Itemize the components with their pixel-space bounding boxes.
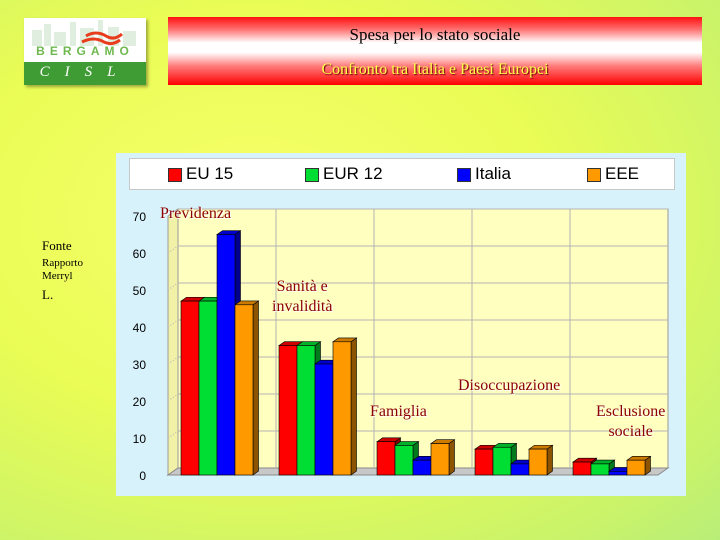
bar — [180, 300, 200, 476]
city-skyline-icon — [32, 20, 136, 46]
legend-swatch — [168, 168, 182, 182]
legend-swatch — [305, 168, 319, 182]
bar-side — [448, 439, 455, 476]
category-label-famiglia: Famiglia — [370, 403, 427, 420]
cisl-logo: BERGAMO CISL — [24, 18, 146, 85]
category-label-sanita: Sanità e invalidità — [272, 278, 333, 315]
bar — [590, 463, 610, 476]
logo-wordmark-cisl: CISL — [39, 64, 131, 80]
y-gridline-side — [167, 208, 179, 217]
bar — [216, 234, 236, 476]
y-gridline-side — [167, 319, 179, 328]
legend-label: EUR 12 — [323, 164, 383, 183]
bar — [314, 363, 334, 476]
bar — [474, 448, 494, 476]
chart-panel: 0 10 20 30 40 50 60 70 EU 15 EUR 12 Italia EEE — [116, 153, 686, 496]
category-label-disoccupazione: Disoccupazione — [458, 377, 561, 394]
y-tick-label: 10 — [133, 432, 147, 446]
bar-side — [546, 444, 553, 476]
bar — [510, 463, 530, 476]
y-tick-label: 20 — [133, 395, 147, 409]
bar-side — [252, 300, 259, 476]
bar — [626, 459, 646, 476]
source-name: Rapporto Merryl — [42, 257, 83, 282]
bar — [572, 461, 592, 476]
legend-label: Italia — [475, 164, 511, 183]
y-tick-label: 60 — [133, 247, 147, 261]
legend-label: EU 15 — [186, 164, 234, 183]
category-label-previdenza: Previdenza — [160, 205, 232, 222]
y-tick-label: 30 — [133, 358, 147, 372]
legend-label: EEE — [605, 164, 640, 183]
y-tick-label: 50 — [133, 284, 147, 298]
bar — [296, 345, 316, 476]
y-tick-label: 0 — [139, 469, 146, 483]
bar — [376, 441, 396, 476]
legend-swatch — [587, 168, 601, 182]
y-gridline-side — [167, 393, 179, 402]
y-tick-label: 70 — [133, 210, 147, 224]
category-label-esclusione: Esclusione sociale — [596, 403, 666, 440]
legend-swatch — [457, 168, 471, 182]
y-tick-label: 40 — [133, 321, 147, 335]
bar — [198, 300, 218, 476]
bar — [412, 459, 432, 476]
bar — [608, 470, 628, 476]
y-gridline-side — [167, 282, 179, 291]
bar — [332, 341, 352, 476]
bar — [430, 443, 450, 476]
bar — [394, 445, 414, 476]
title-banner: Spesa per lo stato sociale Confronto tra… — [168, 17, 702, 85]
source-label: Fonte — [42, 238, 72, 253]
chart-legend: EU 15 EUR 12 Italia EEE — [129, 158, 675, 190]
bar-chart: 0 10 20 30 40 50 60 70 — [133, 208, 670, 483]
page-title: Spesa per lo stato sociale — [349, 25, 521, 44]
y-gridline-side — [167, 245, 179, 254]
bar — [528, 448, 548, 476]
y-gridline-side — [167, 356, 179, 365]
logo-wordmark-top: BERGAMO — [36, 44, 134, 58]
source-initial: L. — [42, 287, 54, 302]
bar-side — [350, 337, 357, 476]
y-gridline-side — [167, 430, 179, 439]
bar — [492, 446, 512, 476]
bar — [278, 345, 298, 476]
bar — [234, 304, 254, 476]
page-subtitle: Confronto tra Italia e Paesi Europei — [321, 61, 549, 78]
